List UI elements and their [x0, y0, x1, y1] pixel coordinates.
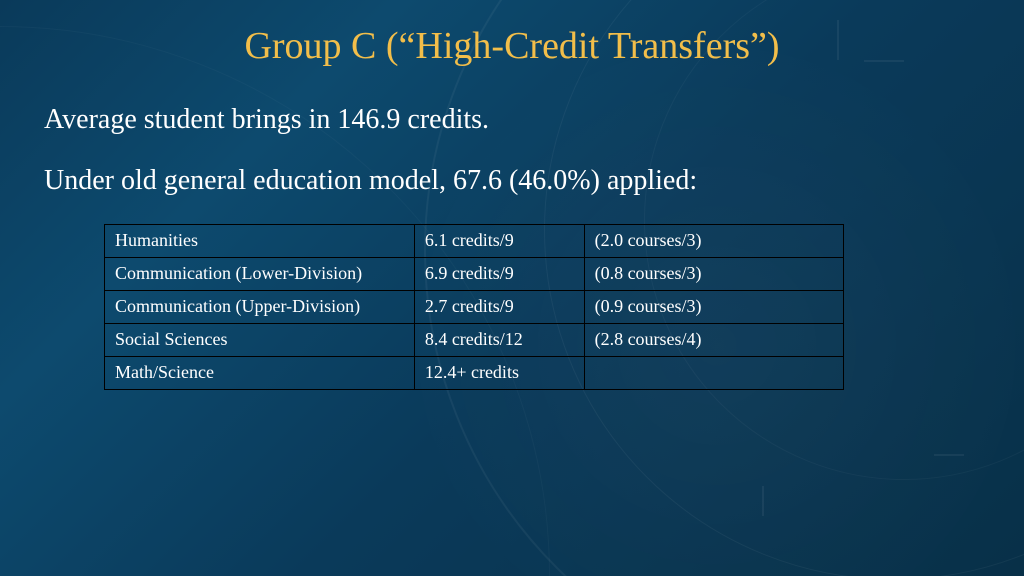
table-row: Humanities 6.1 credits/9 (2.0 courses/3): [105, 225, 844, 258]
cell-credits: 8.4 credits/12: [414, 324, 584, 357]
table-row: Communication (Lower-Division) 6.9 credi…: [105, 258, 844, 291]
cell-category: Math/Science: [105, 357, 415, 390]
table-row: Social Sciences 8.4 credits/12 (2.8 cour…: [105, 324, 844, 357]
table-row: Math/Science 12.4+ credits: [105, 357, 844, 390]
cell-credits: 6.1 credits/9: [414, 225, 584, 258]
cell-category: Social Sciences: [105, 324, 415, 357]
cell-courses: (0.9 courses/3): [584, 291, 843, 324]
slide: Group C (“High-Credit Transfers”) Averag…: [0, 0, 1024, 576]
cell-credits: 12.4+ credits: [414, 357, 584, 390]
cell-category: Humanities: [105, 225, 415, 258]
credits-table: Humanities 6.1 credits/9 (2.0 courses/3)…: [104, 224, 844, 390]
cell-category: Communication (Lower-Division): [105, 258, 415, 291]
slide-title: Group C (“High-Credit Transfers”): [44, 24, 980, 68]
cell-category: Communication (Upper-Division): [105, 291, 415, 324]
cell-credits: 2.7 credits/9: [414, 291, 584, 324]
slide-line-2: Under old general education model, 67.6 …: [44, 163, 980, 198]
credits-table-body: Humanities 6.1 credits/9 (2.0 courses/3)…: [105, 225, 844, 390]
slide-line-1: Average student brings in 146.9 credits.: [44, 102, 980, 137]
cell-courses: (0.8 courses/3): [584, 258, 843, 291]
cell-courses: [584, 357, 843, 390]
table-row: Communication (Upper-Division) 2.7 credi…: [105, 291, 844, 324]
cell-credits: 6.9 credits/9: [414, 258, 584, 291]
cell-courses: (2.8 courses/4): [584, 324, 843, 357]
cell-courses: (2.0 courses/3): [584, 225, 843, 258]
credits-table-wrap: Humanities 6.1 credits/9 (2.0 courses/3)…: [104, 224, 844, 390]
